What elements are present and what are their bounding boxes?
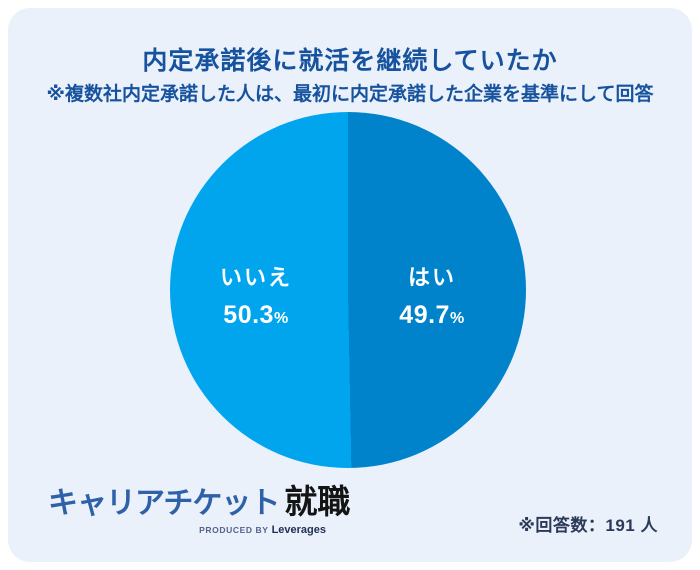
- chart-title: 内定承諾後に就活を継続していたか: [142, 47, 558, 75]
- percent-sign-yes: %: [449, 310, 465, 327]
- pie-label-no: いいえ 50.3%: [220, 260, 292, 330]
- logo-brand-main: キャリアチケット: [48, 487, 280, 520]
- pie-chart: いいえ 50.3% はい 49.7%: [170, 112, 526, 468]
- card: 内定承諾後に就活を継続していたか ※複数社内定承諾した人は、最初に内定承諾した企…: [8, 8, 692, 562]
- logo-brand-suffix: 就職: [284, 483, 351, 520]
- pie-slice-value-number-no: 50.3: [223, 301, 274, 329]
- pie-label-yes: はい 49.7%: [399, 260, 464, 330]
- chart-subtitle: ※複数社内定承諾した人は、最初に内定承諾した企業を基準にして回答: [46, 84, 654, 105]
- pie-slice-name-yes: はい: [407, 265, 456, 290]
- pie-slice-value-yes: 49.7%: [399, 301, 464, 330]
- percent-sign-no: %: [273, 310, 289, 327]
- logo-byline-prefix: PRODUCED BY: [199, 525, 269, 535]
- logo-byline-brand: Leverages: [271, 524, 326, 536]
- logo-wordmark: キャリアチケット 就職: [48, 485, 350, 520]
- career-ticket-logo: キャリアチケット 就職 PRODUCED BY Leverages: [48, 485, 350, 537]
- logo-byline: PRODUCED BY Leverages: [48, 521, 328, 537]
- pie-slice-value-no: 50.3%: [220, 301, 292, 330]
- pie-slice-name-no: いいえ: [219, 265, 293, 290]
- respondent-count: ※回答数：191 人: [518, 516, 658, 535]
- pie-slice-value-number-yes: 49.7: [399, 301, 450, 329]
